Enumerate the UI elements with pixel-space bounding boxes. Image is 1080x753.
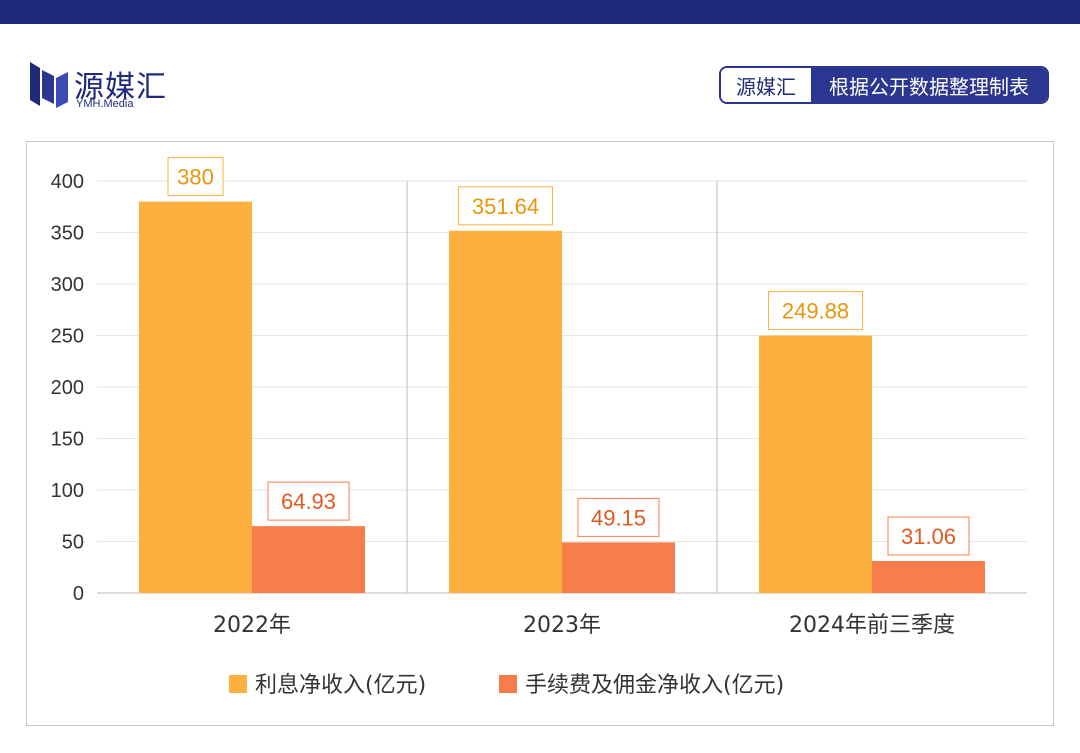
y-tick-label: 250 [51,326,84,348]
y-tick-label: 150 [51,429,84,451]
data-label-box [167,157,224,197]
data-label-box [887,516,970,556]
logo-mark-icon [30,62,68,108]
data-label: 49.15 [591,505,646,530]
top-banner [0,0,1080,24]
y-tick-label: 400 [51,171,84,193]
data-label: 351.64 [472,194,539,219]
legend-label: 手续费及佣金净收入(亿元) [525,673,784,698]
legend-swatch [229,675,247,693]
bar [759,335,872,593]
data-label: 31.06 [901,524,956,549]
x-tick-label: 2023年 [523,613,601,638]
chart-frame [26,141,1054,726]
y-tick-label: 100 [51,480,84,502]
y-tick-label: 300 [51,274,84,296]
source-tag-note: 根据公开数据整理制表 [811,68,1047,102]
brand-name: 源媒汇 [74,70,167,105]
data-label: 249.88 [782,299,849,324]
bar [449,230,562,594]
bar [252,526,365,593]
x-tick-label: 2022年 [213,613,291,638]
data-label-box [577,497,660,537]
y-tick-label: 200 [51,377,84,399]
x-tick-label: 2024年前三季度 [789,613,955,638]
data-label-box [267,481,350,521]
bar [872,561,985,593]
bar [562,542,675,593]
legend-label: 利息净收入(亿元) [255,673,426,698]
data-label: 380 [177,165,214,190]
brand-logo: 源媒汇 YMH.Media [28,60,188,112]
y-tick-label: 0 [73,583,84,605]
data-label: 64.93 [281,489,336,514]
y-tick-label: 350 [51,223,84,245]
data-label-box [768,291,863,331]
source-tag-brand: 源媒汇 [721,68,811,102]
y-tick-label: 50 [62,532,84,554]
source-tag: 源媒汇 根据公开数据整理制表 [719,66,1049,104]
bar [139,201,252,593]
brand-sub: YMH.Media [76,98,134,110]
legend-swatch [499,675,517,693]
data-label-box [458,186,553,226]
